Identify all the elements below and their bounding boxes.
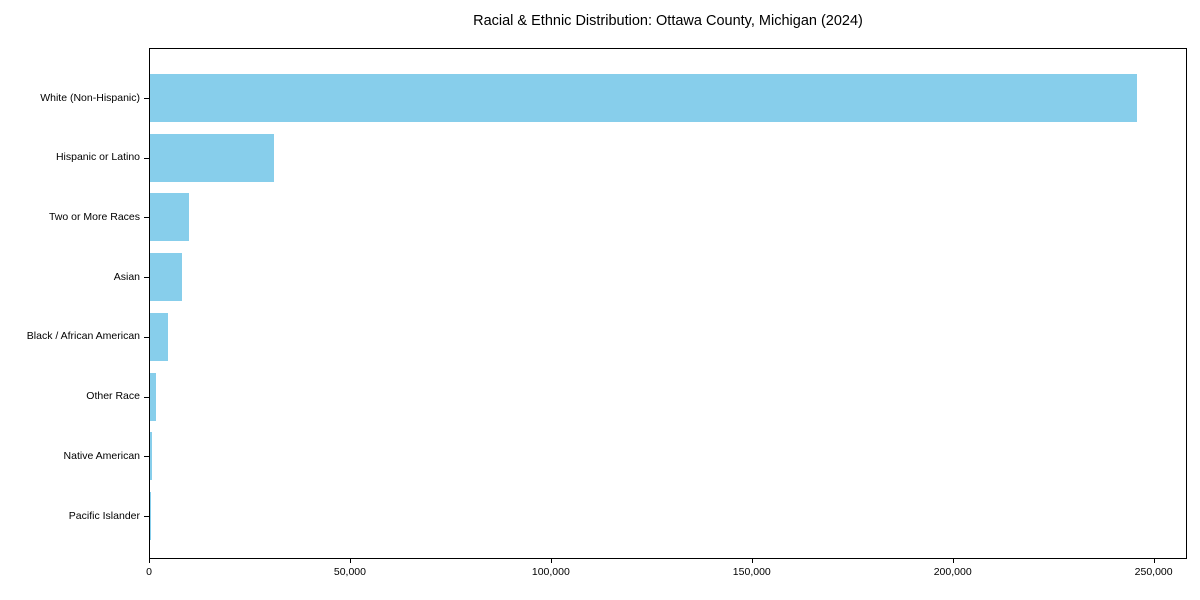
bar [150, 432, 152, 481]
y-tick-label: Hispanic or Latino [55, 151, 140, 164]
y-tick-label: Black / African American [26, 330, 140, 343]
x-tick-mark [952, 559, 954, 563]
bar [150, 193, 190, 242]
y-tick-label: Pacific Islander [68, 509, 140, 522]
x-tick-label: 0 [146, 566, 152, 578]
x-tick-mark [1153, 559, 1155, 563]
x-tick-mark [550, 559, 552, 563]
bar [150, 74, 1137, 122]
y-tick-mark [144, 98, 149, 99]
y-tick-mark [144, 516, 149, 518]
y-tick-mark [144, 456, 149, 458]
x-tick-label: 50,000 [333, 566, 366, 578]
y-tick-label: Other Race [86, 390, 140, 403]
y-tick-label: White (Non-Hispanic) [40, 91, 140, 104]
x-tick-mark [751, 559, 753, 563]
bar [150, 133, 275, 182]
x-tick-label: 100,000 [531, 566, 570, 578]
bar [150, 253, 182, 302]
y-tick-label: Asian [113, 270, 140, 283]
y-tick-mark [144, 336, 149, 338]
y-tick-mark [144, 217, 149, 219]
y-tick-label: Native American [63, 449, 140, 462]
x-tick-mark [349, 559, 351, 563]
x-tick-label: 250,000 [1134, 566, 1173, 578]
y-tick-mark [144, 396, 149, 398]
x-tick-label: 150,000 [732, 566, 771, 578]
bar [150, 372, 156, 421]
plot-area [149, 48, 1187, 559]
y-tick-mark [144, 277, 149, 279]
y-tick-mark [144, 157, 149, 159]
x-tick-label: 200,000 [933, 566, 972, 578]
chart-title: Racial & Ethnic Distribution: Ottawa Cou… [473, 13, 863, 29]
bar [150, 312, 168, 361]
x-tick-mark [149, 559, 150, 563]
y-tick-label: Two or More Races [48, 210, 140, 223]
